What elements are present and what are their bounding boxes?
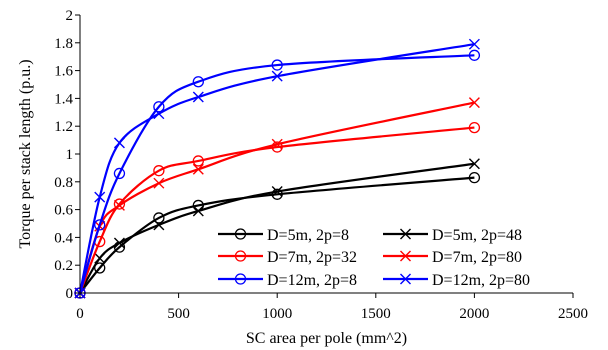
data-point-cross [468, 97, 480, 109]
y-tick-label: 1.6 [54, 64, 73, 80]
x-tick-label: 2000 [459, 306, 489, 322]
legend-label: D=7m, 2p=80 [432, 249, 522, 266]
legend-swatch-marker [234, 273, 247, 285]
data-point-cross [271, 70, 283, 82]
data-point-cross [153, 108, 165, 120]
y-tick-label: 0.4 [54, 230, 73, 246]
data-point-cross [192, 163, 204, 175]
data-point-circle [113, 198, 126, 210]
series-line [79, 176, 475, 294]
y-tick-label: 1 [66, 147, 74, 163]
x-tick-label: 500 [167, 306, 190, 322]
legend-entry-2: D=5m, 2p=48 [383, 227, 522, 244]
legend-swatch-marker [234, 250, 247, 262]
legend: D=5m, 2p=8 D=5m, 2p=48 D=7m, 2p=32 D=7m, 2p… [218, 227, 530, 289]
data-point-circle [468, 171, 481, 184]
series-6 [74, 38, 480, 299]
data-point-cross [192, 91, 204, 103]
data-point-circle [468, 121, 481, 134]
data-point-cross [113, 199, 125, 211]
x-tick-label: 1500 [361, 306, 391, 322]
series-layer [74, 38, 481, 299]
data-point-cross [94, 252, 106, 264]
data-point-circle [153, 165, 165, 177]
y-tick-label: 0.6 [54, 203, 73, 219]
y-tick-label: 0 [66, 286, 74, 302]
data-point-circle [153, 101, 165, 113]
data-point-cross [468, 158, 480, 170]
data-point-circle [153, 212, 165, 224]
legend-entry-1: D=5m, 2p=8 [218, 227, 349, 244]
legend-entry-4: D=7m, 2p=80 [383, 249, 522, 266]
data-point-cross [113, 237, 125, 249]
legend-swatch-marker [400, 273, 411, 285]
legend-swatch-marker [234, 228, 247, 240]
legend-entry-5: D=12m, 2p=8 [218, 272, 357, 289]
legend-swatch-marker [400, 250, 411, 262]
y-axis-title: Torque per stack length (p.u.) [17, 59, 34, 248]
legend-label: D=5m, 2p=8 [267, 227, 349, 244]
series-line [78, 54, 475, 294]
data-point-cross [153, 219, 165, 231]
data-point-cross [192, 205, 204, 217]
x-tick-label: 0 [76, 306, 84, 322]
series-3 [74, 121, 481, 299]
y-tick-label: 1.8 [54, 36, 73, 52]
legend-label: D=12m, 2p=80 [432, 272, 530, 289]
y-tick-label: 1.2 [54, 119, 73, 135]
y-tick-label: 1.4 [54, 91, 73, 107]
x-tick-label: 2500 [558, 306, 588, 322]
data-point-circle [271, 141, 283, 153]
data-point-cross [94, 191, 106, 203]
axes-layer: 0 500 1000 1500 2000 2500 0 0.2 0.4 0.6 0.8 1 1.2 1.4… [54, 8, 588, 322]
x-axis-title: SC area per pole (mm^2) [246, 330, 407, 347]
data-point-circle [192, 76, 204, 88]
data-point-circle [192, 155, 204, 167]
data-point-circle [271, 188, 283, 200]
series-line [78, 126, 475, 294]
legend-label: D=5m, 2p=48 [432, 227, 522, 244]
data-point-circle [113, 167, 126, 180]
data-point-cross [271, 186, 283, 198]
legend-label: D=12m, 2p=8 [267, 272, 357, 289]
data-point-circle [271, 59, 283, 71]
data-point-cross [271, 138, 283, 150]
legend-entry-6: D=12m, 2p=80 [383, 272, 530, 289]
legend-swatch-marker [400, 228, 411, 240]
legend-label: D=7m, 2p=32 [267, 249, 357, 266]
data-point-cross [153, 177, 165, 189]
x-tick-label: 1000 [262, 306, 292, 322]
data-point-cross [468, 38, 480, 50]
y-tick-label: 2 [66, 8, 74, 24]
y-tick-label: 0.8 [54, 175, 73, 191]
legend-entry-3: D=7m, 2p=32 [218, 249, 357, 266]
y-tick-label: 0.2 [54, 258, 73, 274]
data-point-cross [113, 137, 125, 149]
data-point-circle [468, 49, 481, 61]
data-point-circle [94, 219, 106, 231]
